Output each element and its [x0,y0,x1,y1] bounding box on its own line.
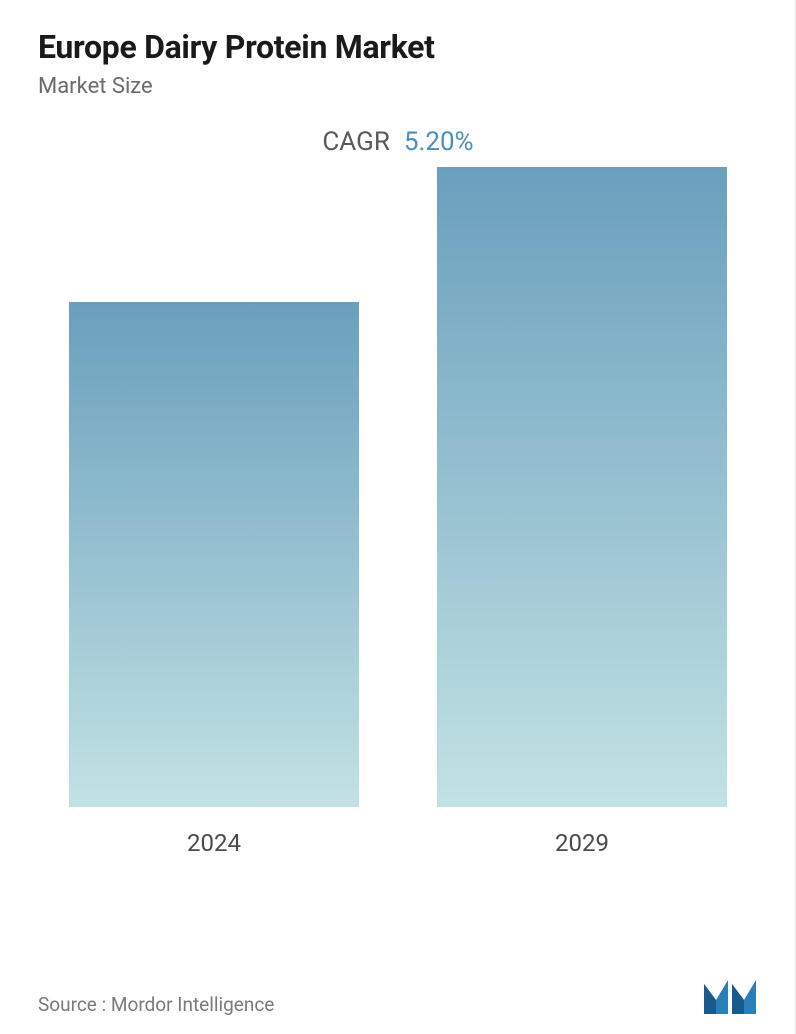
chart-container: Europe Dairy Protein Market Market Size … [0,0,796,1034]
cagr-value: 5.20% [404,127,474,157]
page-title: Europe Dairy Protein Market [38,28,758,66]
page-subtitle: Market Size [38,74,758,99]
bar-group: 2029 [437,167,727,857]
bar-chart: 2024 2029 [38,217,758,857]
source-attribution: Source : Mordor Intelligence [38,993,274,1016]
brand-logo-icon [702,976,758,1016]
cagr-row: CAGR 5.20% [38,127,758,157]
footer: Source : Mordor Intelligence [38,976,758,1016]
bar-label: 2024 [187,829,241,857]
bar [437,167,727,807]
bar-group: 2024 [69,302,359,857]
cagr-label: CAGR [322,127,389,157]
bar [69,302,359,807]
bar-label: 2029 [555,829,609,857]
